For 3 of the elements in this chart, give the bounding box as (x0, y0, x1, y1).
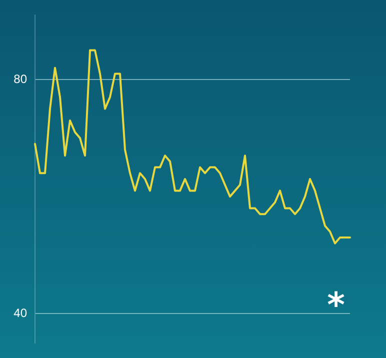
annotation: * (327, 286, 346, 326)
y-tick-label: 40 (14, 306, 28, 320)
y-tick-label: 80 (14, 72, 28, 86)
